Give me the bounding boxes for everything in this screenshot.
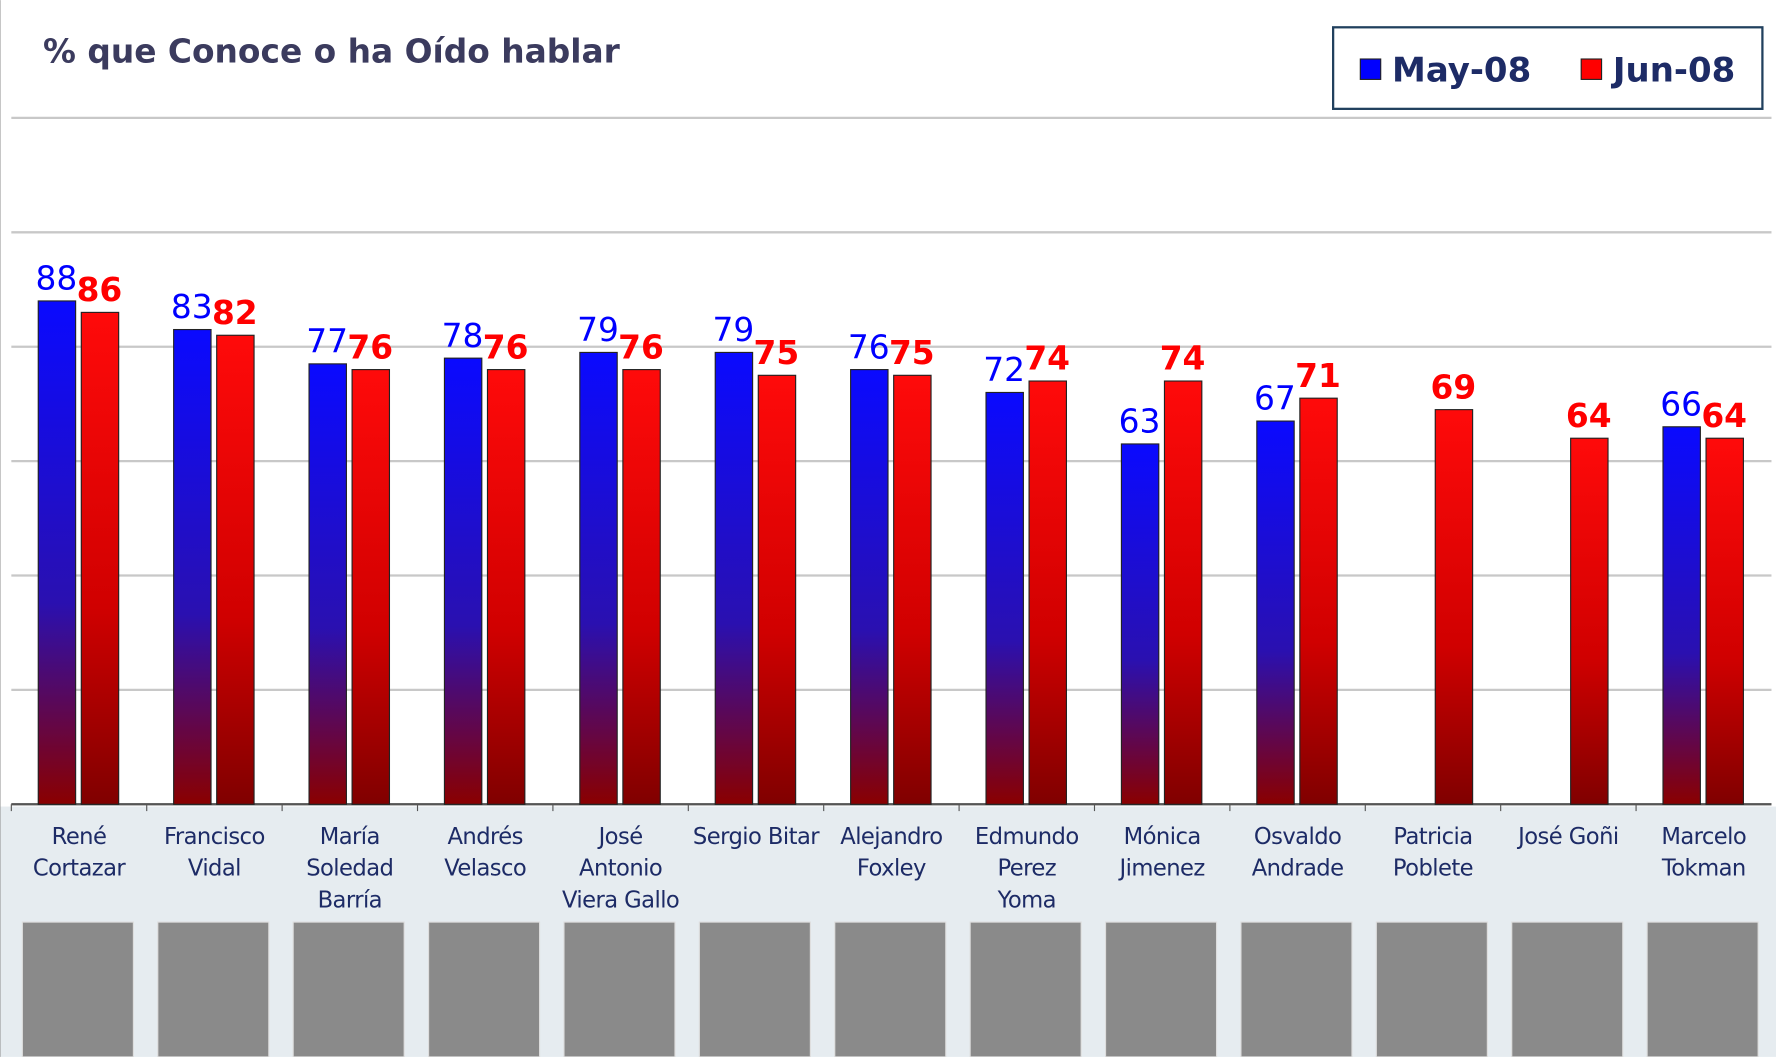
legend-label: Jun-08	[1611, 51, 1735, 91]
portrait	[1240, 921, 1353, 1057]
data-label: 79	[712, 311, 754, 349]
bar	[985, 391, 1024, 805]
portrait	[563, 921, 676, 1057]
data-label: 79	[577, 311, 619, 349]
portrait	[292, 921, 405, 1057]
x-tick-label-box: René Cortazar	[32, 822, 126, 882]
bar	[351, 369, 391, 805]
bar	[1028, 380, 1068, 805]
bar	[486, 369, 526, 805]
bar	[579, 351, 618, 805]
portrait	[1104, 921, 1218, 1057]
bar	[1256, 420, 1295, 805]
data-label: 86	[77, 271, 123, 309]
bar	[893, 374, 932, 805]
x-tick-label-box: Sergio Bitar	[692, 822, 820, 850]
bar	[850, 369, 889, 805]
legend-label: May-08	[1392, 51, 1531, 91]
data-label: 66	[1660, 385, 1702, 423]
x-tick-label: Andrés Velasco	[444, 822, 527, 882]
bar	[216, 334, 255, 805]
bar	[1120, 443, 1160, 805]
portrait	[969, 921, 1082, 1057]
data-label: 64	[1566, 397, 1612, 435]
data-label: 82	[212, 294, 258, 332]
data-label: 64	[1701, 397, 1747, 435]
x-tick-label: Patricia Poblete	[1392, 822, 1474, 882]
bar	[443, 357, 483, 805]
data-label: 67	[1254, 380, 1296, 418]
data-label: 76	[347, 328, 393, 366]
data-label: 78	[442, 317, 484, 355]
chart-title: % que Conoce o ha Oído hablar	[43, 32, 621, 70]
data-label: 71	[1295, 357, 1341, 395]
portrait	[428, 921, 541, 1057]
data-label: 69	[1431, 368, 1477, 406]
x-tick-label-box: Patricia Poblete	[1392, 822, 1474, 882]
x-tick-label-box: José Goñi	[1518, 822, 1619, 850]
bar	[1299, 397, 1338, 805]
x-tick-label: René Cortazar	[32, 822, 126, 882]
x-tick-label-box: Francisco Vidal	[164, 822, 265, 882]
bar	[1434, 409, 1474, 805]
x-tick-label-box: María Soledad Barría	[306, 822, 394, 914]
bar	[80, 311, 120, 805]
x-tick-label-box: Andrés Velasco	[444, 822, 527, 882]
portrait	[1646, 921, 1759, 1057]
data-label: 75	[889, 334, 935, 372]
legend	[1332, 26, 1764, 110]
data-label: 74	[1024, 340, 1070, 378]
data-label: 75	[754, 334, 800, 372]
x-tick-label-box: Edmundo Perez Yoma	[974, 822, 1079, 914]
x-tick-label: Edmundo Perez Yoma	[974, 822, 1079, 914]
data-label: 83	[171, 288, 213, 326]
portrait	[157, 921, 270, 1057]
portrait	[1511, 921, 1624, 1057]
bar	[1662, 426, 1701, 805]
bar	[757, 374, 797, 805]
bar	[714, 351, 754, 805]
bar	[622, 369, 661, 805]
legend-key	[1580, 58, 1603, 80]
bar	[1705, 437, 1744, 805]
portrait	[1375, 921, 1488, 1057]
data-label: 74	[1160, 340, 1206, 378]
x-tick-label-box: Alejandro Foxley	[840, 822, 943, 882]
x-tick-label: José Goñi	[1518, 822, 1619, 850]
x-tick-label: Alejandro Foxley	[840, 822, 943, 882]
x-tick-label: María Soledad Barría	[306, 822, 394, 914]
portrait	[834, 921, 947, 1057]
x-tick-label: Sergio Bitar	[692, 822, 820, 850]
x-tick-label: Marcelo Tokman	[1661, 822, 1747, 882]
legend-key	[1359, 58, 1382, 80]
bar	[308, 363, 347, 805]
bar	[173, 328, 212, 805]
x-tick-label: Francisco Vidal	[164, 822, 265, 882]
x-tick-label-box: José Antonio Viera Gallo	[561, 822, 680, 914]
x-tick-label: Mónica Jimenez	[1119, 822, 1206, 882]
portrait	[698, 921, 811, 1057]
data-label: 63	[1119, 403, 1161, 441]
bar	[1570, 437, 1609, 805]
x-tick-label-box: Marcelo Tokman	[1661, 822, 1747, 882]
data-label: 76	[618, 328, 664, 366]
bar	[1163, 380, 1203, 805]
x-tick-label-box: Osvaldo Andrade	[1251, 822, 1344, 882]
x-tick-label: Osvaldo Andrade	[1251, 822, 1344, 882]
portrait	[21, 921, 134, 1057]
data-label: 77	[306, 323, 348, 361]
x-tick-label: José Antonio Viera Gallo	[561, 822, 680, 914]
data-label: 76	[848, 328, 890, 366]
x-tick-label-box: Mónica Jimenez	[1119, 822, 1206, 882]
data-label: 88	[35, 260, 77, 298]
data-label: 76	[483, 328, 529, 366]
data-label: 72	[983, 351, 1025, 389]
bar	[37, 300, 77, 805]
